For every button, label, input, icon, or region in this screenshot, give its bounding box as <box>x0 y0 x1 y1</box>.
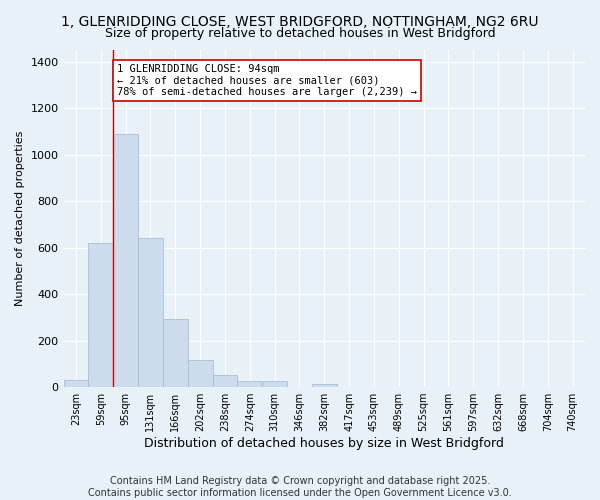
Bar <box>188 360 212 387</box>
Bar <box>88 243 113 387</box>
Y-axis label: Number of detached properties: Number of detached properties <box>15 131 25 306</box>
Text: Size of property relative to detached houses in West Bridgford: Size of property relative to detached ho… <box>104 28 496 40</box>
Bar <box>312 384 337 387</box>
Bar <box>113 134 138 387</box>
Bar <box>262 382 287 387</box>
Text: 1 GLENRIDDING CLOSE: 94sqm
← 21% of detached houses are smaller (603)
78% of sem: 1 GLENRIDDING CLOSE: 94sqm ← 21% of deta… <box>117 64 417 97</box>
X-axis label: Distribution of detached houses by size in West Bridgford: Distribution of detached houses by size … <box>145 437 504 450</box>
Bar <box>238 382 262 387</box>
Bar <box>64 380 88 387</box>
Bar <box>138 238 163 387</box>
Bar <box>212 376 238 387</box>
Bar <box>163 318 188 387</box>
Text: Contains HM Land Registry data © Crown copyright and database right 2025.
Contai: Contains HM Land Registry data © Crown c… <box>88 476 512 498</box>
Text: 1, GLENRIDDING CLOSE, WEST BRIDGFORD, NOTTINGHAM, NG2 6RU: 1, GLENRIDDING CLOSE, WEST BRIDGFORD, NO… <box>61 15 539 29</box>
